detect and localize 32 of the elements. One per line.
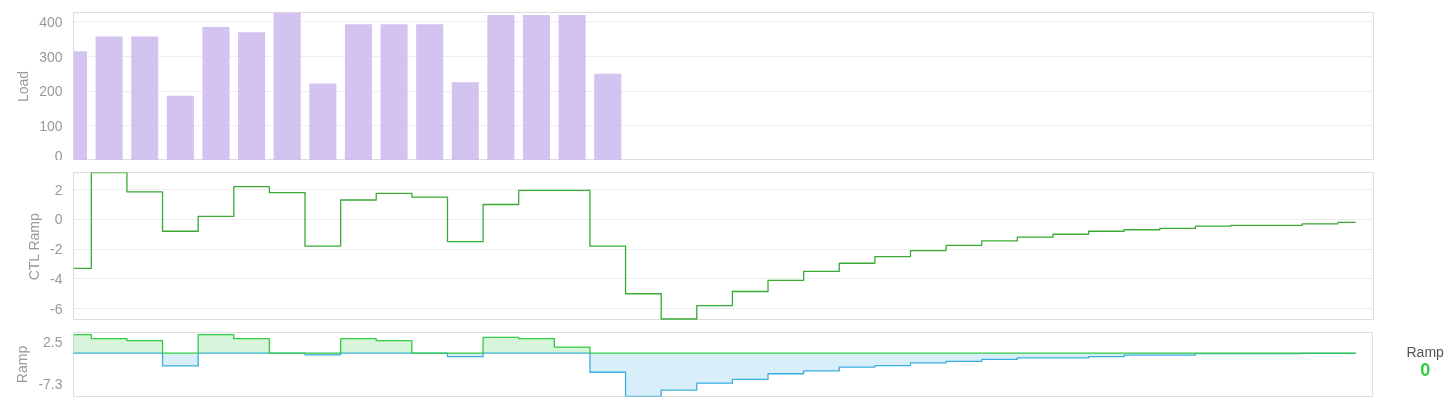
bar — [416, 24, 444, 160]
y-tick-label: 0 — [54, 147, 63, 164]
y-tick-label: -4 — [50, 270, 63, 287]
y-axis-title: CTL Ramp — [26, 212, 43, 281]
bar — [309, 83, 337, 160]
bar — [273, 12, 301, 160]
y-tick-label: 2 — [54, 181, 63, 198]
bar — [380, 24, 408, 160]
bar — [131, 36, 159, 160]
y-tick-label: -6 — [50, 300, 63, 317]
bar — [522, 14, 551, 160]
y-tick-label: -2 — [50, 241, 63, 258]
bar — [558, 14, 586, 160]
y-axis-title: Load — [15, 70, 32, 103]
bar — [238, 32, 266, 160]
bar — [487, 14, 515, 160]
y-tick-label: 100 — [39, 117, 63, 134]
y-tick-label: 200 — [39, 83, 63, 100]
y-tick-label: -7.3 — [38, 376, 63, 393]
y-tick-label: 2.5 — [43, 334, 63, 351]
y-tick-label: 400 — [39, 13, 63, 30]
y-tick-label: 300 — [39, 48, 63, 65]
bar — [202, 27, 230, 160]
bar — [95, 36, 123, 160]
bar — [344, 24, 372, 160]
y-tick-label: 0 — [54, 211, 63, 228]
text: 0 — [1420, 360, 1431, 381]
y-axis-title: Ramp — [14, 345, 31, 384]
bar — [451, 82, 479, 160]
bar — [166, 95, 194, 160]
bar — [594, 73, 622, 160]
text: Ramp — [1406, 343, 1445, 360]
